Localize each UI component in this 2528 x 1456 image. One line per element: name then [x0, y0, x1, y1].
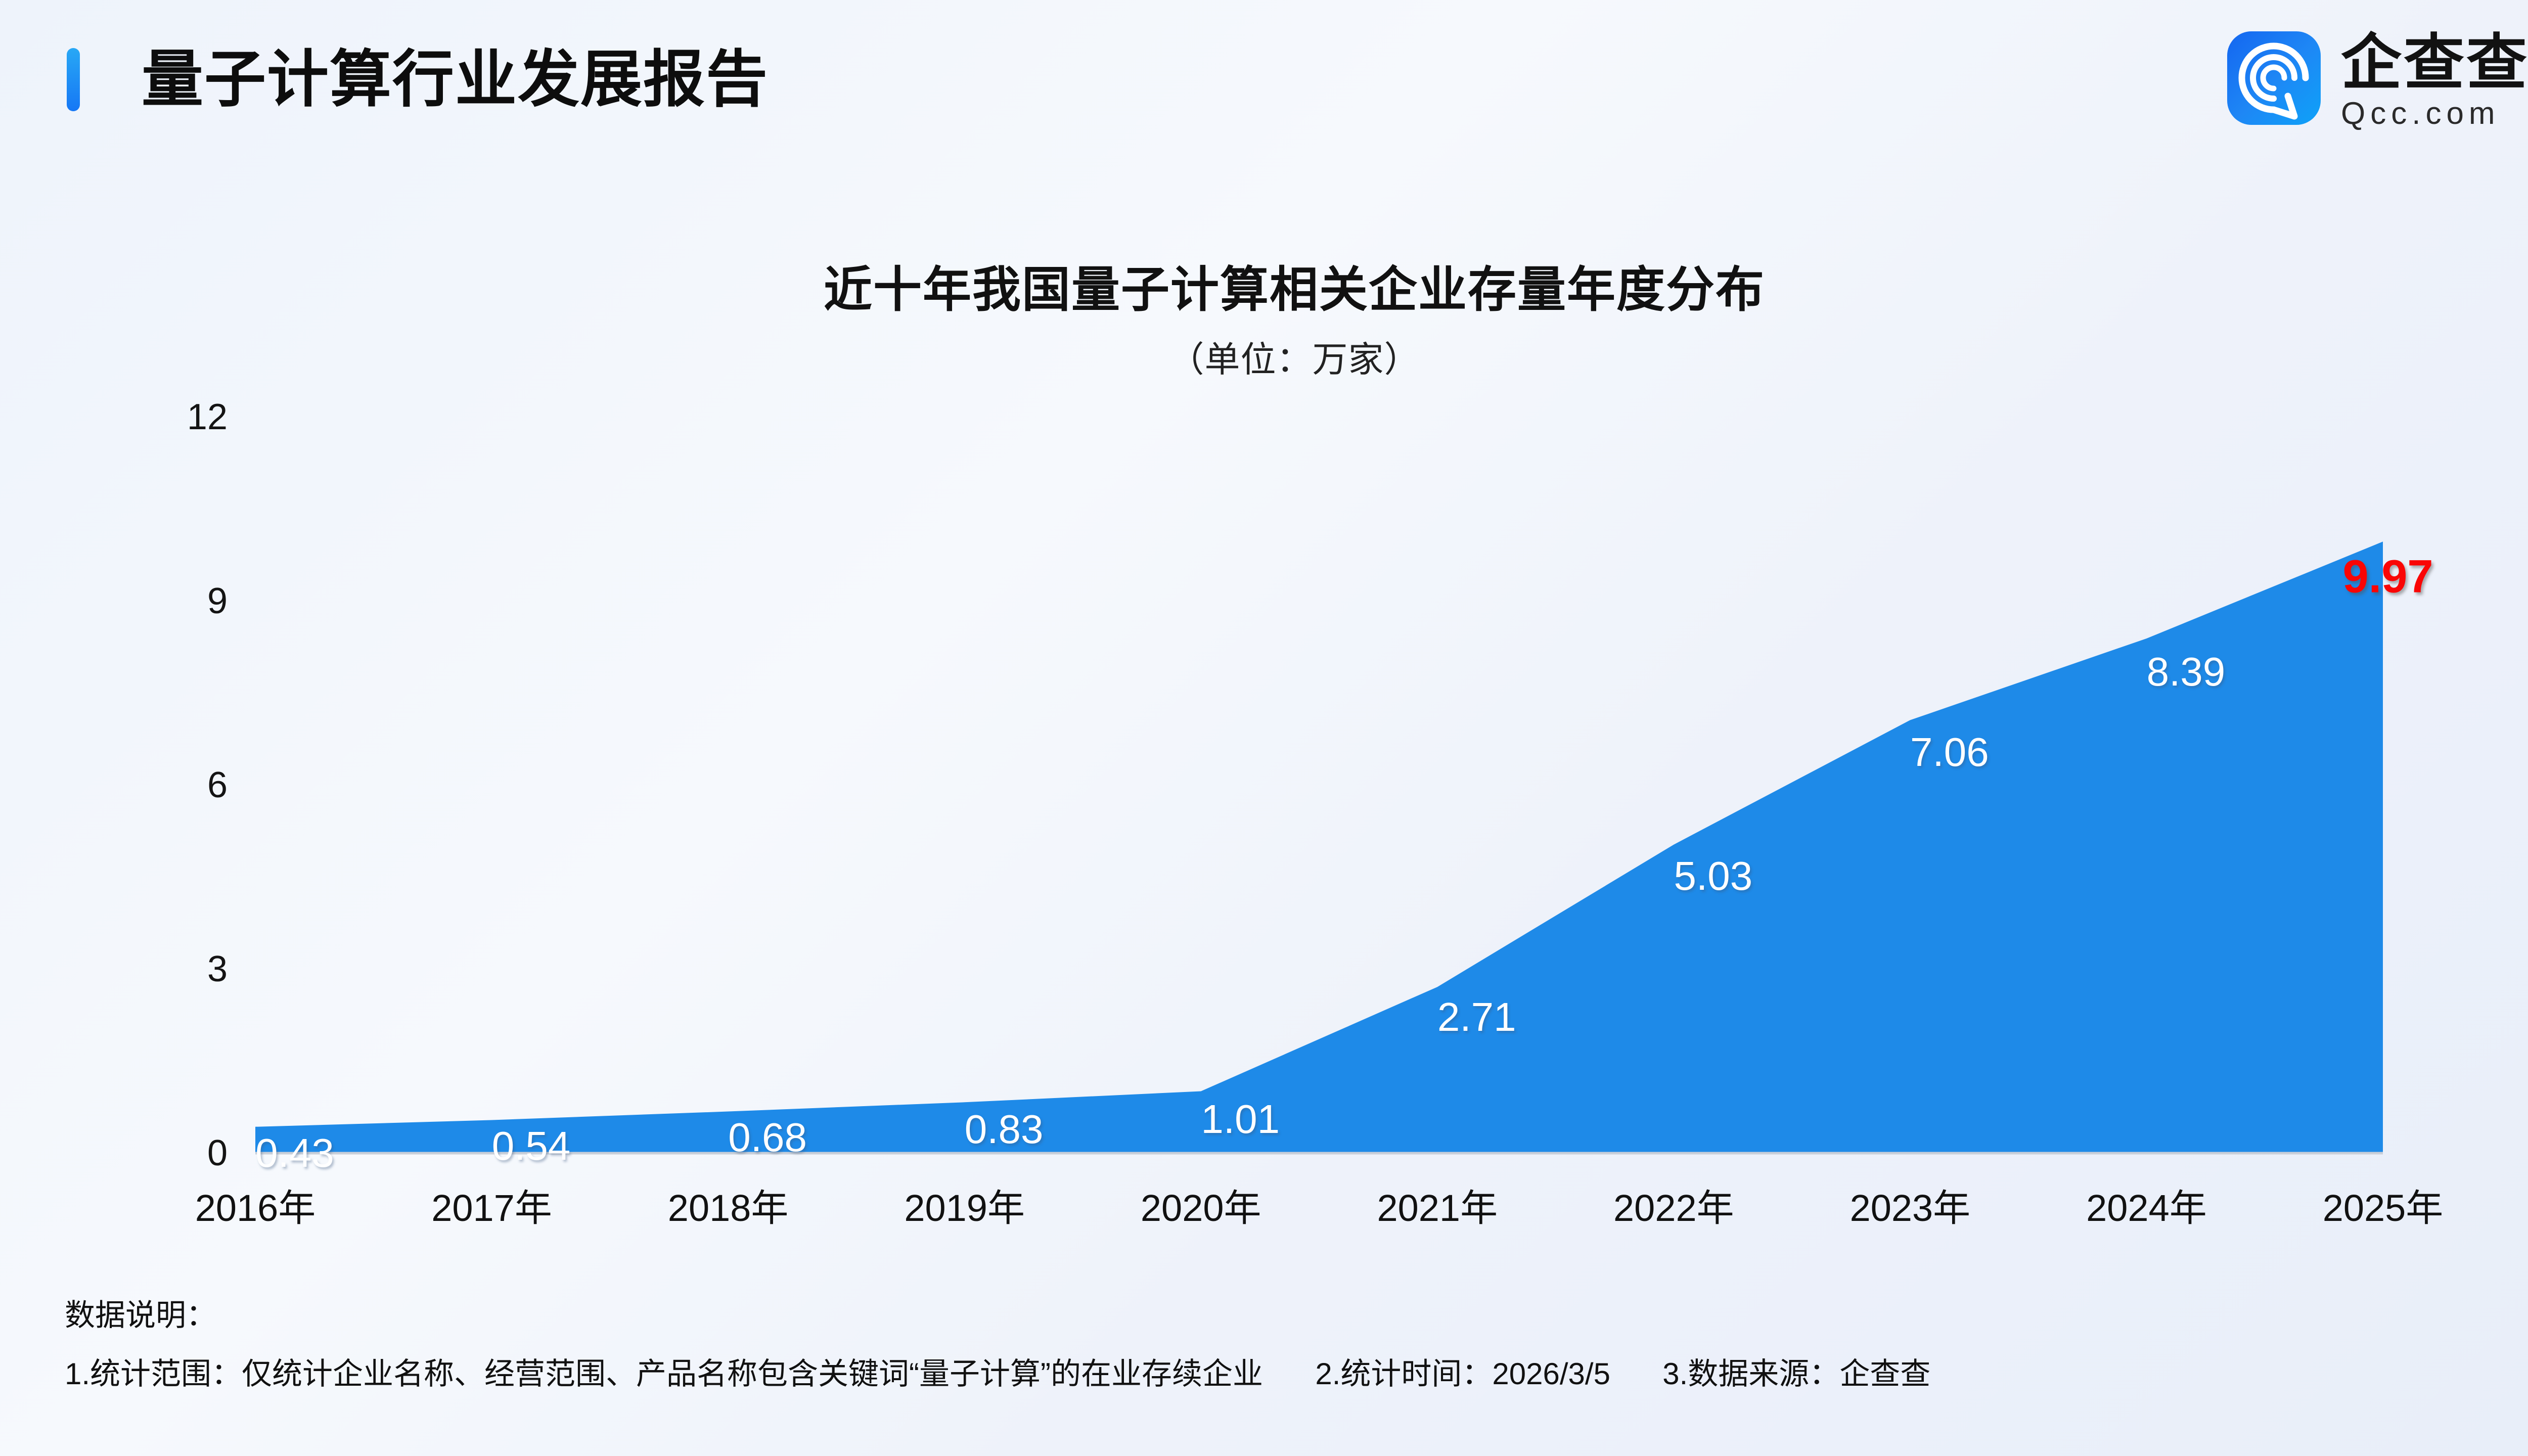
footnote-source: 3.数据来源：企查查 — [1662, 1357, 1931, 1391]
x-axis-tick-label: 2022年 — [1613, 1187, 1734, 1229]
x-axis-tick-label: 2025年 — [2322, 1187, 2444, 1229]
page-header: 量子计算行业发展报告 企查查 Qcc.com — [0, 0, 2528, 202]
data-point-label: 0.43 — [255, 1130, 334, 1175]
brand-name-cn: 企查查 — [2341, 29, 2528, 97]
data-point-label: 0.54 — [491, 1123, 571, 1169]
x-axis-tick-label: 2020年 — [1140, 1187, 1261, 1229]
data-point-label: 0.83 — [964, 1107, 1044, 1152]
brand-logo: 企查查 Qcc.com — [2227, 31, 2528, 131]
x-axis-tick-label: 2016年 — [195, 1187, 316, 1229]
data-point-label: 8.39 — [2146, 649, 2226, 694]
x-axis-tick-label: 2023年 — [1849, 1187, 1971, 1229]
data-point-label: 2.71 — [1437, 994, 1516, 1040]
x-axis-tick-label: 2017年 — [431, 1187, 552, 1229]
footer-notes: 数据说明： 1.统计范围：仅统计企业名称、经营范围、产品名称包含关键词“量子计算… — [65, 1294, 2528, 1395]
chart-title: 近十年我国量子计算相关企业存量年度分布 — [824, 263, 1765, 317]
chart-subtitle: （单位：万家） — [1168, 340, 1420, 379]
data-point-label: 9.97 — [2342, 551, 2433, 603]
y-axis-tick-label: 6 — [207, 765, 228, 805]
x-axis-tick-label: 2021年 — [1377, 1187, 1498, 1229]
y-axis: 12 9 6 3 0 — [96, 0, 228, 1456]
page-title: 量子计算行业发展报告 — [142, 45, 769, 114]
footnote-time: 2.统计时间：2026/3/5 — [1315, 1357, 1610, 1391]
footnote-scope: 1.统计范围：仅统计企业名称、经营范围、产品名称包含关键词“量子计算”的在业存续… — [65, 1357, 1263, 1391]
data-point-label: 1.01 — [1201, 1097, 1280, 1142]
area-series-fill — [255, 541, 2383, 1153]
x-axis-tick-label: 2019年 — [904, 1187, 1025, 1229]
y-axis-tick-label: 0 — [207, 1133, 228, 1173]
y-axis-tick-label: 3 — [207, 949, 228, 989]
footnote-heading: 数据说明： — [65, 1298, 216, 1332]
x-axis-tick-label: 2024年 — [2086, 1187, 2207, 1229]
data-point-label: 7.06 — [1910, 730, 1989, 775]
footnote-body: 1.统计范围：仅统计企业名称、经营范围、产品名称包含关键词“量子计算”的在业存续… — [65, 1353, 2528, 1395]
data-point-label: 0.68 — [728, 1115, 807, 1160]
brand-name-en: Qcc.com — [2341, 96, 2500, 131]
accent-bar-decoration — [67, 48, 80, 111]
y-axis-tick-label: 12 — [187, 397, 228, 437]
y-axis-tick-label: 9 — [207, 581, 228, 621]
data-point-label: 5.03 — [1674, 853, 1753, 898]
x-axis-tick-label: 2018年 — [667, 1187, 789, 1229]
qcc-spiral-q-logo-icon — [2227, 31, 2321, 125]
